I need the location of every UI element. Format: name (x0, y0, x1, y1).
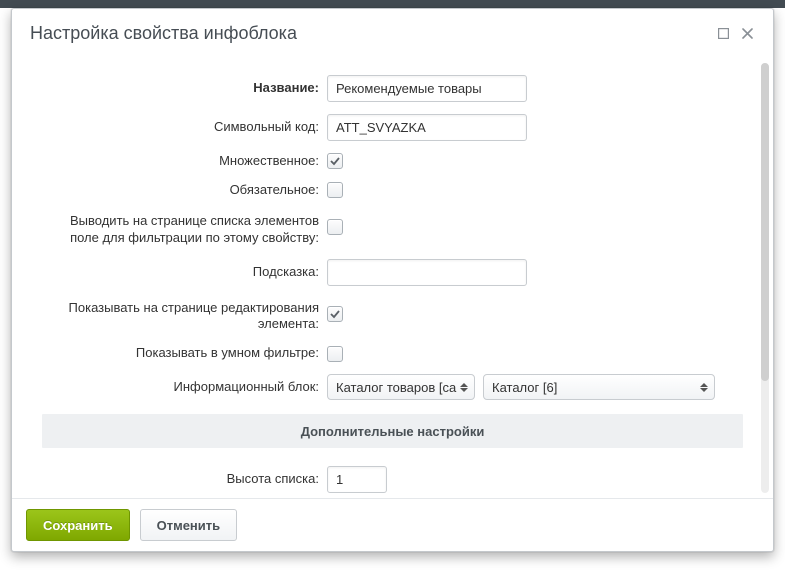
dialog-title: Настройка свойства инфоблока (30, 23, 711, 44)
listfilter-label: Выводить на странице списка элементов по… (42, 211, 327, 247)
code-input[interactable] (327, 114, 527, 141)
scrollbar-thumb[interactable] (761, 63, 769, 381)
dialog-footer: Сохранить Отменить (12, 498, 773, 551)
multi-label: Множественное: (42, 153, 327, 170)
chevron-updown-icon (459, 380, 469, 394)
iblock-type-select[interactable]: Каталог товаров [ca (327, 374, 475, 400)
multi-checkbox[interactable] (327, 153, 343, 169)
save-button[interactable]: Сохранить (26, 509, 130, 541)
name-input[interactable] (327, 75, 527, 102)
name-label: Название: (42, 80, 327, 97)
showonedit-label: Показывать на странице редактирования эл… (42, 298, 327, 334)
iblock-label: Информационный блок: (42, 379, 327, 396)
smartfilter-label: Показывать в умном фильтре: (42, 345, 327, 362)
iblock-block-select[interactable]: Каталог [6] (483, 374, 715, 400)
showonedit-checkbox[interactable] (327, 306, 343, 322)
dialog: Настройка свойства инфоблока Название: С… (11, 8, 774, 552)
listfilter-checkbox[interactable] (327, 219, 343, 235)
hint-label: Подсказка: (42, 264, 327, 281)
smartfilter-checkbox[interactable] (327, 346, 343, 362)
required-label: Обязательное: (42, 182, 327, 199)
code-label: Символьный код: (42, 119, 327, 136)
cancel-button[interactable]: Отменить (140, 509, 238, 541)
maximize-icon[interactable] (711, 21, 735, 45)
iblock-type-value: Каталог товаров [ca (336, 380, 456, 395)
listheight-label: Высота списка: (42, 471, 327, 488)
listheight-input[interactable] (327, 466, 387, 493)
close-icon[interactable] (735, 21, 759, 45)
required-checkbox[interactable] (327, 182, 343, 198)
app-topbar (0, 0, 785, 8)
chevron-updown-icon (699, 380, 709, 394)
form-scroll-area: Название: Символьный код: Множественное: (12, 57, 773, 498)
hint-input[interactable] (327, 259, 527, 286)
iblock-block-value: Каталог [6] (492, 380, 557, 395)
scrollbar-track[interactable] (761, 63, 769, 493)
titlebar: Настройка свойства инфоблока (12, 9, 773, 57)
section-additional: Дополнительные настройки (42, 414, 743, 448)
